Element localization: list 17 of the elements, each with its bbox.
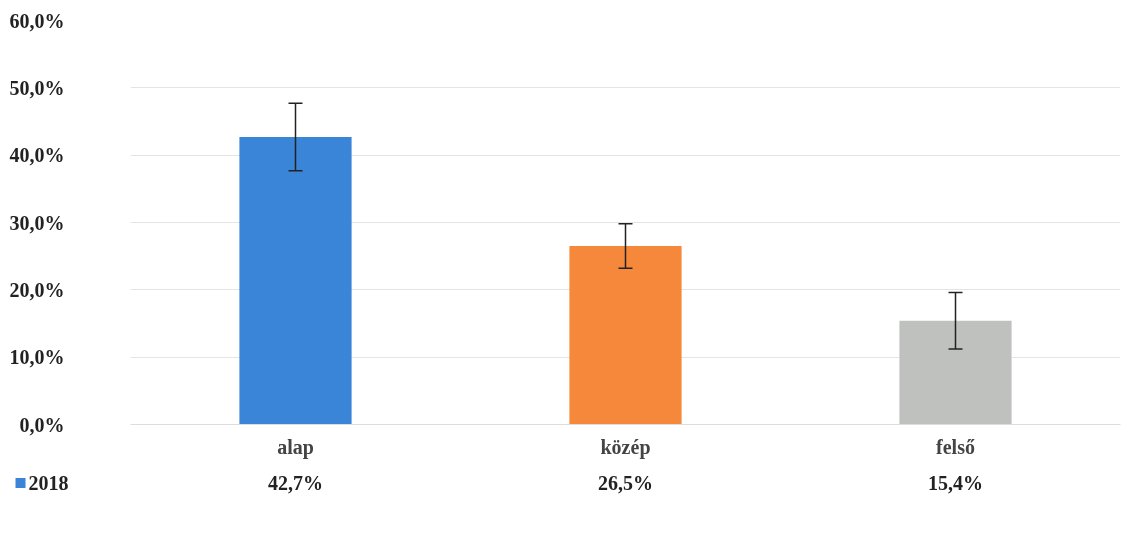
text: 26,5% bbox=[598, 472, 653, 494]
y-tick-label: 20,0% bbox=[9, 278, 65, 301]
y-tick-label: 50,0% bbox=[9, 76, 65, 99]
bar bbox=[569, 246, 682, 425]
bar bbox=[239, 136, 352, 425]
text: 42,7% bbox=[268, 472, 323, 494]
legend-label: 2018 bbox=[28, 472, 69, 494]
y-tick-label: 0,0% bbox=[19, 413, 65, 436]
bar bbox=[899, 320, 1012, 425]
x-tick-label: közép bbox=[600, 435, 651, 459]
y-tick-label: 40,0% bbox=[9, 144, 65, 167]
x-tick-label: felső bbox=[936, 435, 975, 458]
y-tick-label: 60,0% bbox=[9, 9, 65, 32]
y-tick-label: 10,0% bbox=[9, 346, 65, 369]
y-tick-label: 30,0% bbox=[9, 211, 65, 234]
x-tick-label: alap bbox=[277, 435, 314, 459]
text: 15,4% bbox=[928, 472, 983, 494]
